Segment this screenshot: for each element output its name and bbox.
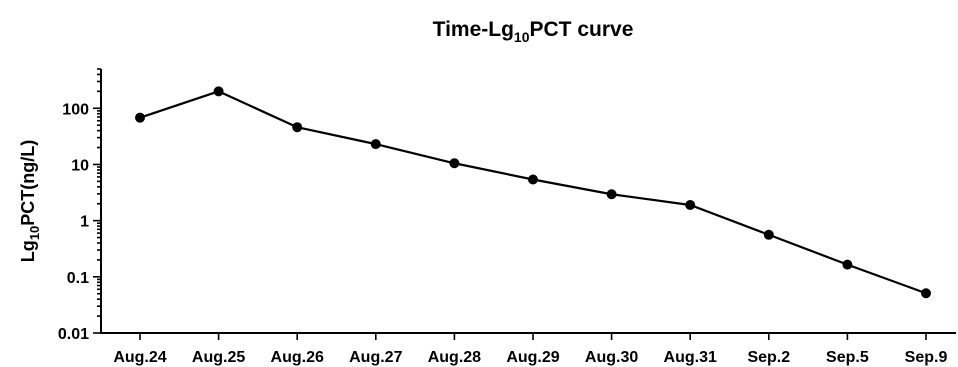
y-tick-label: 1: [80, 214, 89, 231]
x-tick-label: Aug.28: [428, 349, 481, 366]
data-point: [921, 288, 931, 299]
data-point: [763, 229, 774, 240]
data-point: [213, 86, 224, 97]
x-tick-label: Aug.27: [349, 349, 402, 366]
chart-title-subscript: 10: [514, 29, 530, 45]
y-axis: 0.01 0.1 1 10 100: [58, 68, 102, 343]
data-point: [842, 259, 853, 270]
chart-title-main: Time-Lg: [433, 18, 514, 41]
y-tick-label: 10: [71, 157, 89, 174]
data-point: [292, 122, 303, 133]
series-line: [139, 90, 927, 295]
x-tick-label: Sep.2: [747, 349, 790, 366]
x-tick-label: Aug.26: [271, 349, 324, 366]
y-tick-label: 0.1: [67, 270, 89, 287]
x-tick-label: Sep.9: [905, 349, 948, 366]
data-point: [370, 139, 381, 150]
data-point: [135, 112, 145, 123]
data-point: [685, 199, 696, 210]
x-tick-label: Aug.30: [585, 349, 638, 366]
chart-title-rest: PCT curve: [530, 18, 634, 41]
x-tick-label: Aug.29: [506, 349, 559, 366]
y-axis-label-subscript: 10: [27, 226, 42, 240]
y-tick-label: 100: [62, 101, 89, 118]
y-tick-label: 0.01: [58, 326, 89, 343]
data-point: [606, 189, 617, 200]
data-point: [528, 174, 538, 185]
x-tick-label: Aug.31: [664, 349, 717, 366]
y-axis-label: Lg10PCT(ng/L): [18, 140, 42, 262]
y-axis-label-rest: PCT(ng/L): [18, 140, 38, 226]
y-axis-label-main: Lg: [18, 240, 38, 262]
x-tick-label: Aug.24: [113, 349, 166, 366]
chart-title: Time-Lg10PCT curve: [433, 18, 634, 45]
data-point: [449, 158, 460, 169]
x-axis: Aug.24 Aug.25 Aug.26 Aug.27 Aug.28 Aug.29 Aug.…: [100, 332, 956, 366]
x-tick-label: Aug.25: [192, 349, 245, 366]
x-tick-label: Sep.5: [826, 349, 869, 366]
series: [135, 86, 931, 299]
